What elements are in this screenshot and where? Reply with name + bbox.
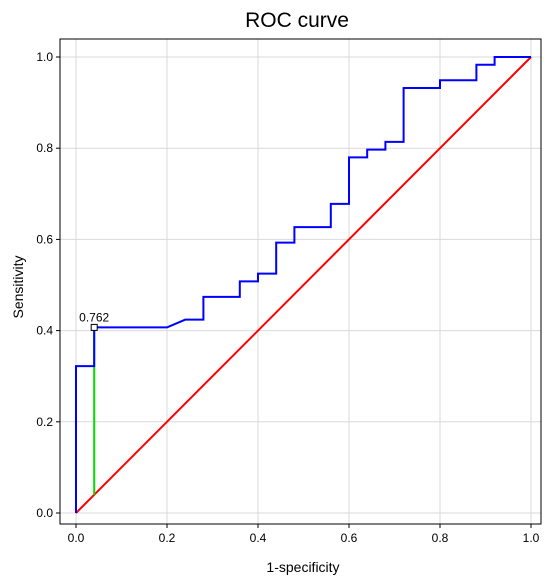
plot-frame <box>59 38 542 525</box>
reference-line <box>75 56 532 514</box>
x-tick-label: 0.6 <box>341 531 358 545</box>
x-tick-label: 0.2 <box>159 531 176 545</box>
grid <box>60 39 541 524</box>
x-tick-label: 1.0 <box>523 531 540 545</box>
y-tick-label: 0.8 <box>36 141 53 155</box>
y-tick-label: 1.0 <box>36 50 53 64</box>
x-tick-label: 0.0 <box>68 531 85 545</box>
chart-title: ROC curve <box>245 9 349 32</box>
x-tick-label: 0.8 <box>432 531 449 545</box>
y-tick-label: 0.6 <box>36 232 53 246</box>
y-tick-label: 0.0 <box>36 506 53 520</box>
y-tick-label: 0.4 <box>36 324 53 338</box>
roc-curve-line <box>75 56 531 513</box>
x-axis-title: 1-specificity <box>266 559 339 575</box>
optimal-point-marker <box>90 323 98 331</box>
y-axis-title: Sensitivity <box>10 255 26 318</box>
y-tick-label: 0.2 <box>36 415 53 429</box>
x-ticks: 0.0 0.2 0.4 0.6 0.8 1.0 <box>68 524 540 545</box>
optimal-point-label: 0.762 <box>79 310 109 324</box>
y-ticks: 0.0 0.2 0.4 0.6 0.8 1.0 <box>36 50 60 520</box>
x-tick-label: 0.4 <box>250 531 267 545</box>
marker-layer: 0.762 <box>79 310 110 331</box>
reference-layer <box>75 56 532 514</box>
series-layer <box>75 56 531 513</box>
